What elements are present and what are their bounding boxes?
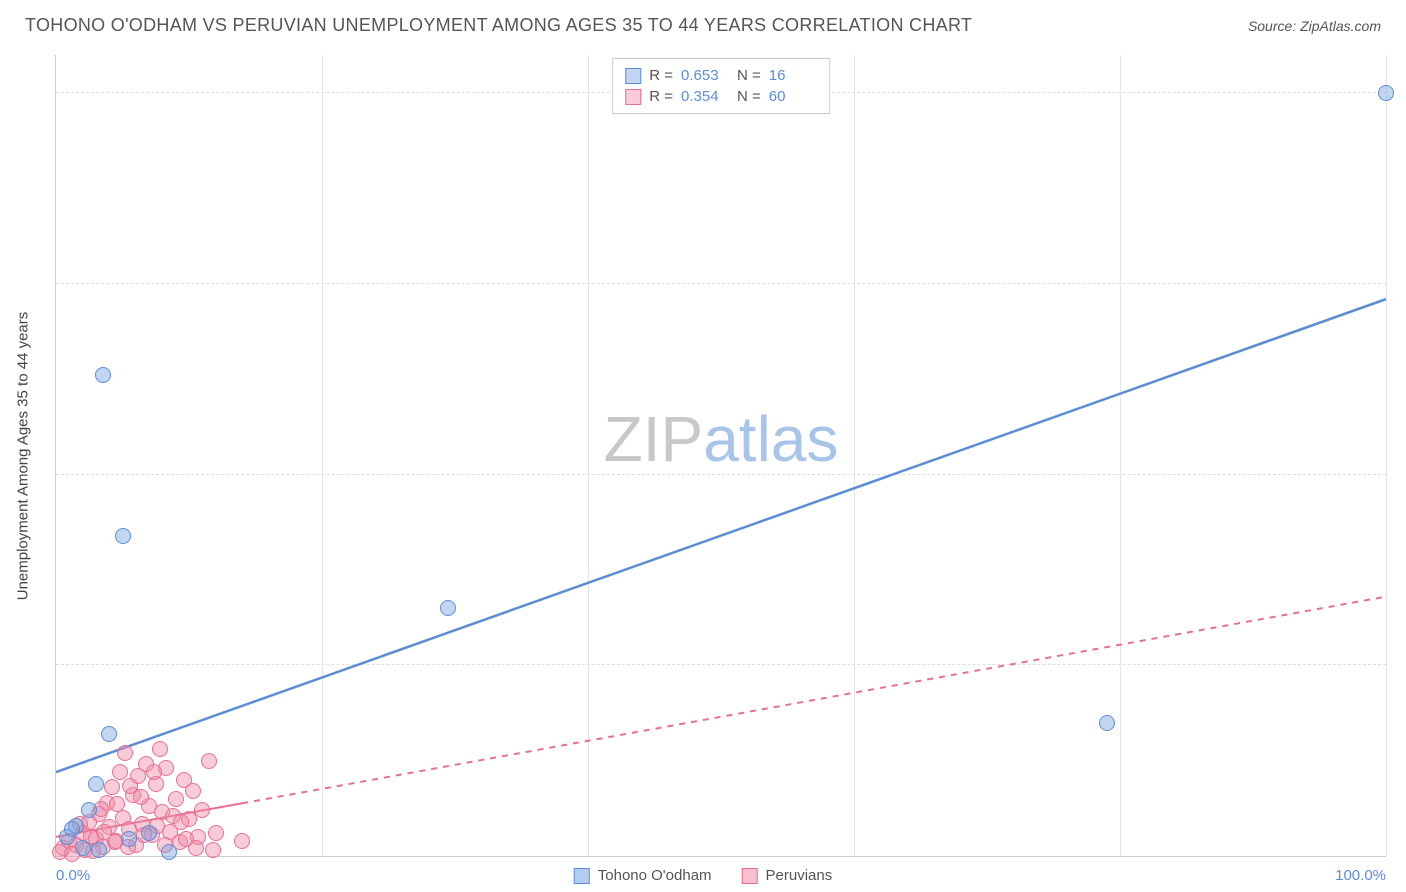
legend-n-value: 60 (769, 88, 817, 105)
scatter-point (234, 833, 250, 849)
scatter-point (141, 825, 157, 841)
chart-container: ZIPatlas R =0.653N =16R =0.354N =60 25.0… (55, 55, 1386, 857)
scatter-point (1378, 85, 1394, 101)
scatter-point (205, 842, 221, 858)
legend-item: Peruvians (742, 867, 833, 884)
y-tick-label: 100.0% (1396, 85, 1406, 102)
legend-r-value: 0.653 (681, 67, 729, 84)
legend-n-value: 16 (769, 67, 817, 84)
scatter-point (75, 840, 91, 856)
legend-swatch (742, 868, 758, 884)
legend-r-value: 0.354 (681, 88, 729, 105)
gridline-horizontal (56, 283, 1386, 284)
scatter-point (91, 842, 107, 858)
scatter-point (112, 764, 128, 780)
scatter-point (88, 776, 104, 792)
scatter-point (146, 764, 162, 780)
scatter-point (115, 528, 131, 544)
legend-n-label: N = (737, 67, 761, 84)
chart-title: TOHONO O'ODHAM VS PERUVIAN UNEMPLOYMENT … (25, 15, 972, 36)
scatter-point (152, 741, 168, 757)
scatter-point (109, 796, 125, 812)
scatter-point (161, 844, 177, 860)
scatter-point (1099, 715, 1115, 731)
scatter-point (208, 825, 224, 841)
scatter-point (188, 840, 204, 856)
legend-swatch (574, 868, 590, 884)
y-tick-label: 50.0% (1396, 466, 1406, 483)
scatter-point (168, 791, 184, 807)
gridline-horizontal (56, 664, 1386, 665)
x-tick-label: 100.0% (1335, 867, 1386, 884)
scatter-point (117, 745, 133, 761)
gridline-vertical (322, 55, 323, 856)
legend-label: Peruvians (766, 867, 833, 884)
y-axis-label: Unemployment Among Ages 35 to 44 years (15, 312, 32, 601)
correlation-legend: R = 0.653 N = 16 R = 0.354 N = 60 (612, 58, 830, 114)
scatter-point (95, 367, 111, 383)
scatter-point (185, 783, 201, 799)
scatter-point (64, 821, 80, 837)
x-tick-label: 0.0% (56, 867, 90, 884)
scatter-point (173, 814, 189, 830)
scatter-point (122, 778, 138, 794)
watermark: ZIPatlas (604, 402, 839, 476)
legend-swatch (625, 89, 641, 105)
scatter-point (107, 834, 123, 850)
scatter-point (101, 726, 117, 742)
scatter-point (81, 802, 97, 818)
gridline-vertical (588, 55, 589, 856)
legend-r-label: R = (649, 67, 673, 84)
gridline-vertical (1120, 55, 1121, 856)
series-legend: Tohono O'odham Peruvians (574, 867, 832, 884)
scatter-point (104, 779, 120, 795)
scatter-point (440, 600, 456, 616)
scatter-point (201, 753, 217, 769)
y-tick-label: 25.0% (1396, 657, 1406, 674)
y-tick-label: 75.0% (1396, 275, 1406, 292)
plot-area: ZIPatlas R =0.653N =16R =0.354N =60 25.0… (55, 55, 1386, 857)
legend-row: R = 0.653 N = 16 (625, 65, 817, 86)
legend-label: Tohono O'odham (598, 867, 712, 884)
scatter-point (194, 802, 210, 818)
chart-source: Source: ZipAtlas.com (1248, 18, 1381, 34)
legend-r-label: R = (649, 88, 673, 105)
legend-n-label: N = (737, 88, 761, 105)
gridline-horizontal (56, 474, 1386, 475)
gridline-vertical (1386, 55, 1387, 856)
scatter-point (121, 831, 137, 847)
legend-swatch (625, 68, 641, 84)
legend-item: Tohono O'odham (574, 867, 712, 884)
legend-row: R = 0.354 N = 60 (625, 86, 817, 107)
gridline-vertical (854, 55, 855, 856)
